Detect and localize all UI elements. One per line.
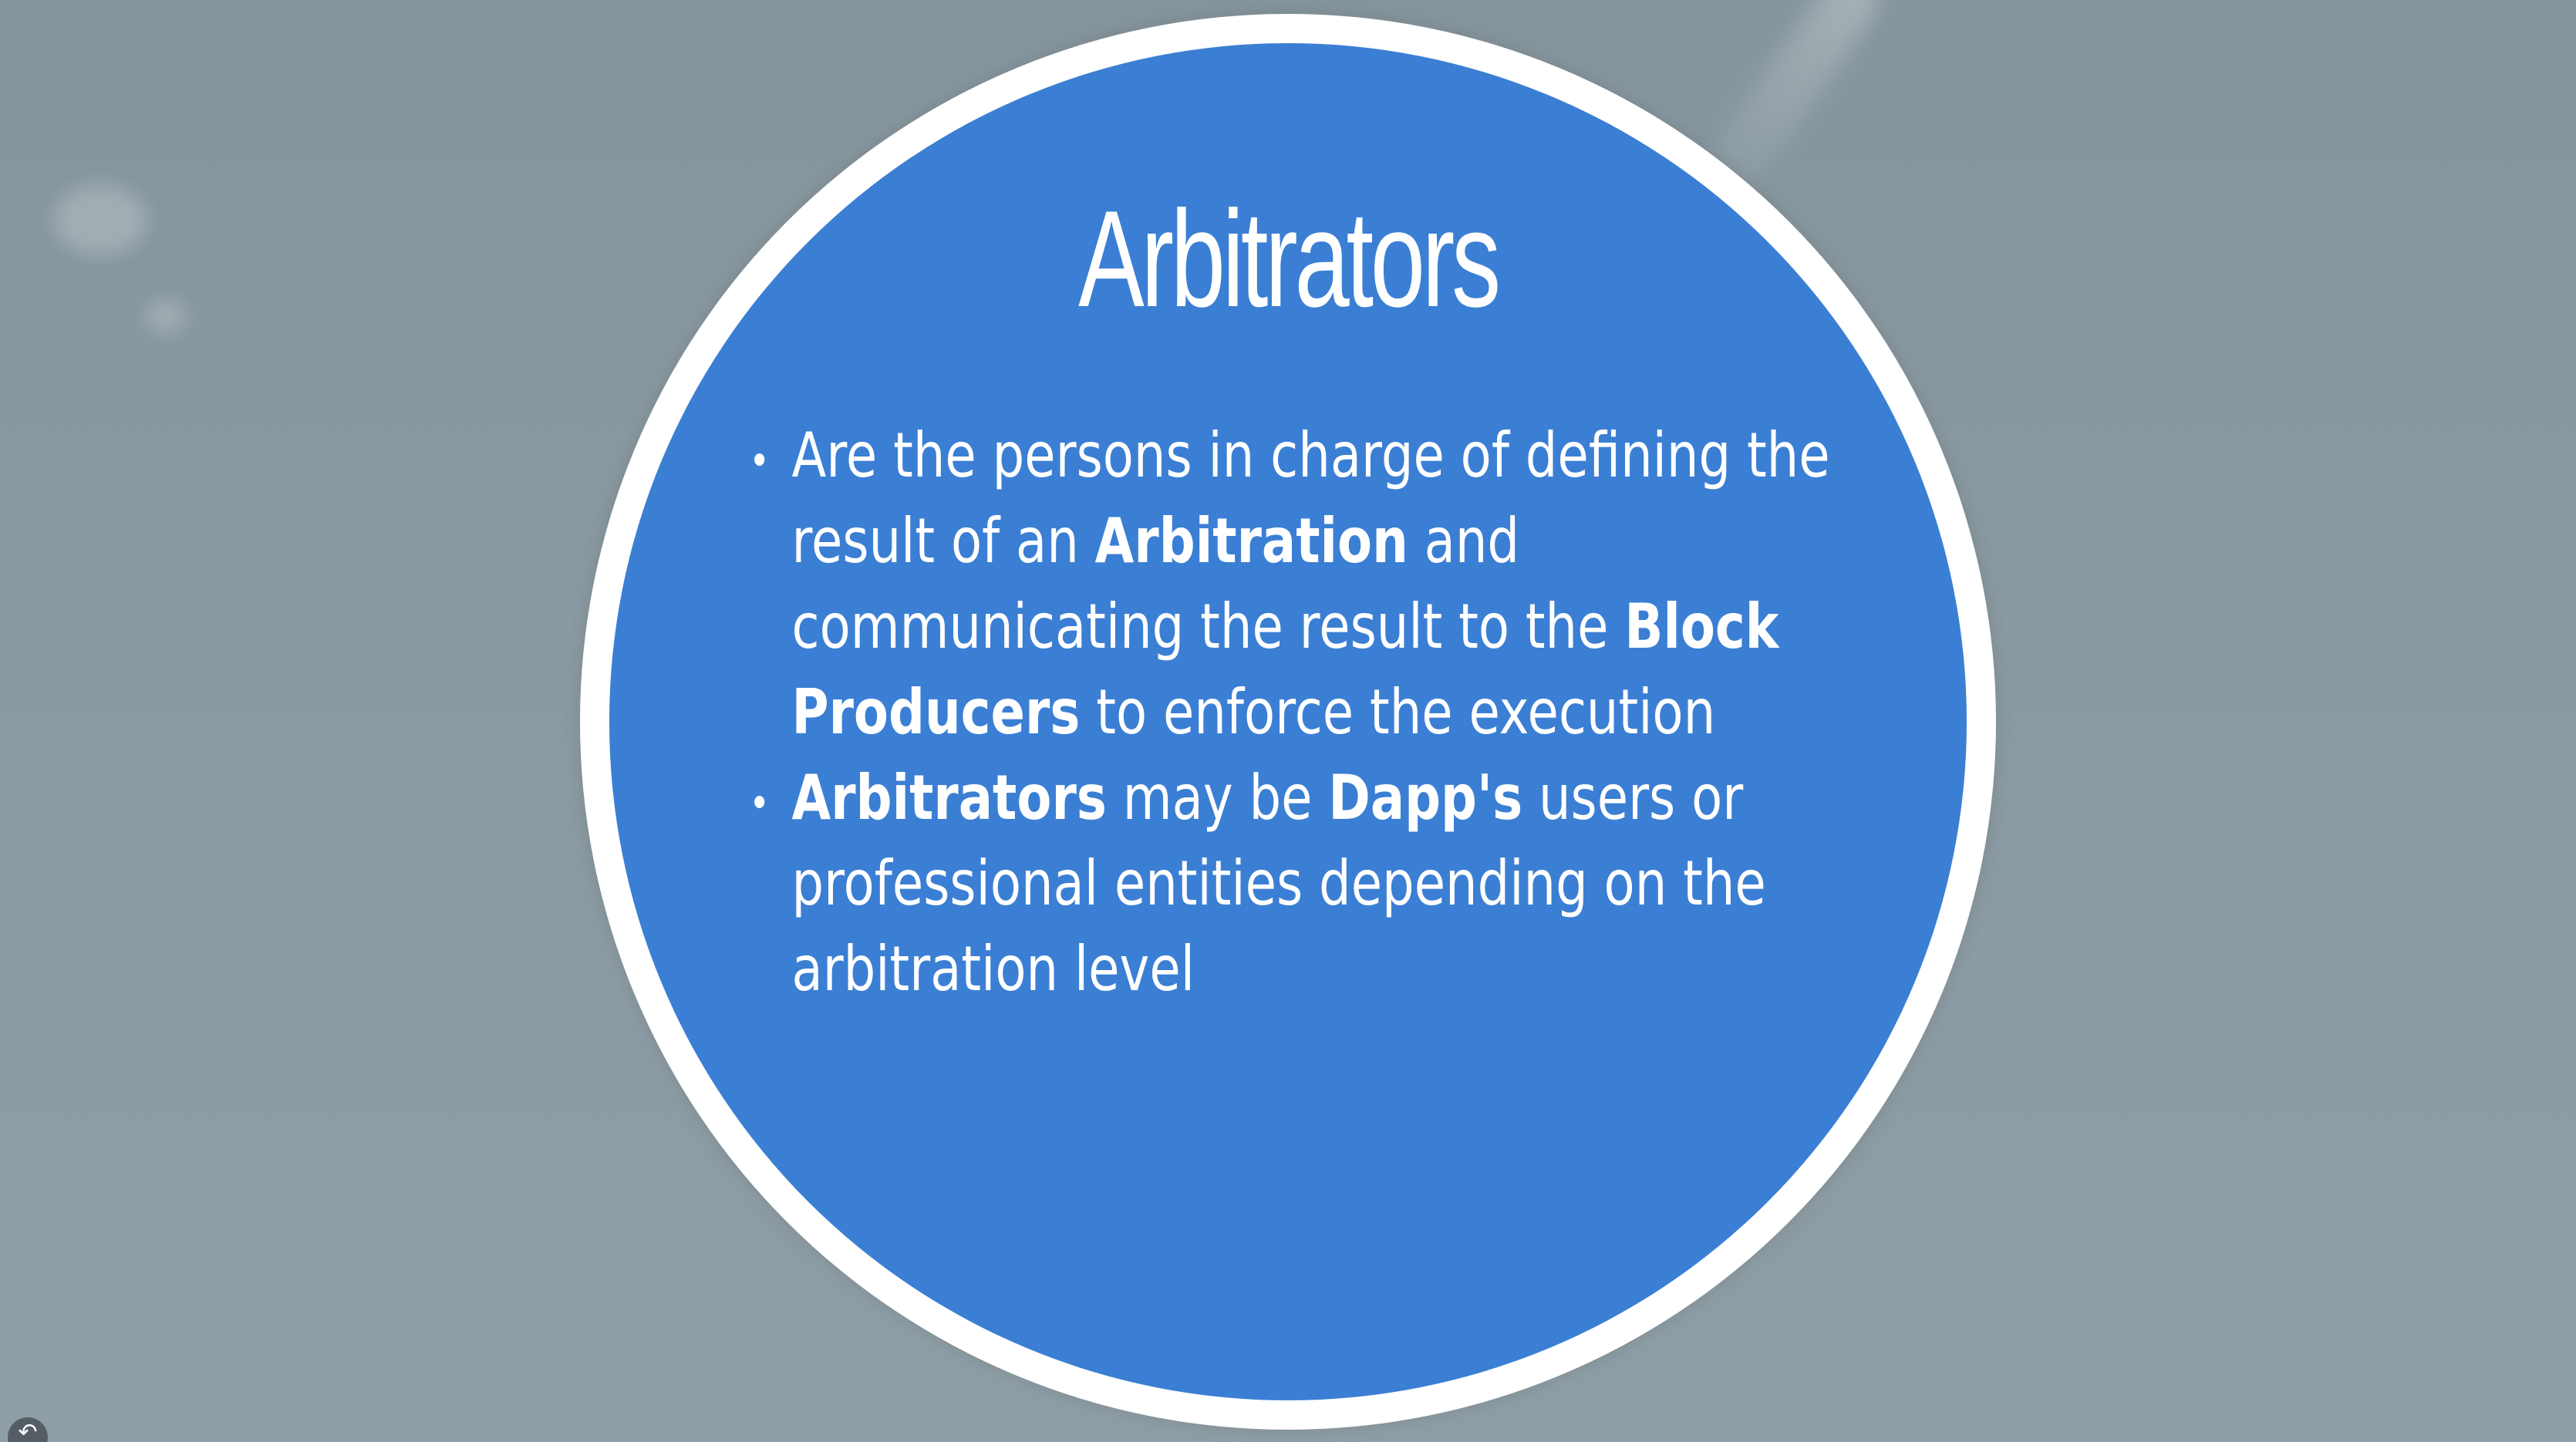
bullet-dot-icon <box>754 796 765 808</box>
bullet-text: to enforce the execution <box>1080 676 1716 748</box>
bullet-item: Are the persons in charge of defining th… <box>744 413 1886 755</box>
background-smudge <box>147 301 185 332</box>
undo-icon[interactable]: ↶ <box>8 1417 48 1442</box>
bullet-text: may be <box>1106 762 1329 834</box>
bullet-text: and communicating the result to the <box>791 505 1625 662</box>
bullet-bold-term: Arbitration <box>1094 505 1408 577</box>
bullet-text: Are the persons in charge of defining th… <box>791 419 1830 577</box>
bullet-item: Arbitrators may be Dapp's users or profe… <box>744 755 1886 1012</box>
bullet-dot-icon <box>754 453 765 466</box>
bullet-bold-term: Arbitrators <box>791 762 1107 834</box>
background-smudge <box>54 185 147 254</box>
bullet-text: users or professional entities depending… <box>791 762 1766 1005</box>
bullet-bold-term: Block Producers <box>791 591 1779 748</box>
bullet-list: Are the persons in charge of defining th… <box>744 413 1839 1012</box>
title-circle-border <box>580 14 1996 1430</box>
title-circle <box>609 43 1967 1400</box>
bullet-bold-term: Dapp's <box>1328 762 1523 834</box>
slide-title: Arbitrators <box>1078 182 1501 335</box>
